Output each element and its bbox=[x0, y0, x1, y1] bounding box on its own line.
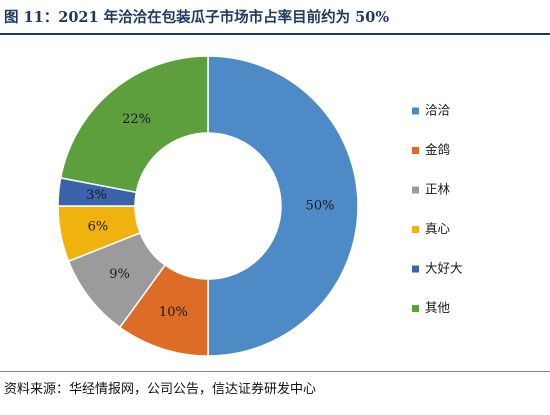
legend-label-0: 洽洽 bbox=[425, 103, 451, 118]
slice-labels: 50% 10% 9% 6% 3% 22% bbox=[86, 112, 334, 320]
legend-label-3: 真心 bbox=[425, 221, 451, 236]
source-note: 资料来源：华经情报网，公司公告，信达证券研发中心 bbox=[4, 382, 317, 397]
legend-swatch-4 bbox=[412, 265, 419, 273]
legend-swatch-5 bbox=[412, 305, 419, 312]
legend-swatch-3 bbox=[412, 226, 419, 233]
legend-swatch-0 bbox=[412, 107, 419, 115]
legend-label-5: 其他 bbox=[425, 300, 451, 315]
slice-5 bbox=[59, 55, 209, 194]
figure-title: 图 11：2021 年洽洽在包装瓜子市场市占率目前约为 50% bbox=[4, 9, 390, 26]
legend-label-1: 金鸽 bbox=[425, 142, 450, 157]
title-divider bbox=[0, 33, 550, 35]
source-divider bbox=[0, 371, 550, 372]
slice-label-2: 9% bbox=[109, 267, 130, 282]
legend-swatch-2 bbox=[412, 186, 419, 194]
slice-label-1: 10% bbox=[159, 305, 188, 320]
slice-label-0: 50% bbox=[306, 199, 335, 214]
slice-label-4: 3% bbox=[86, 188, 107, 203]
legend-label-2: 正林 bbox=[425, 182, 451, 197]
slice-label-5: 22% bbox=[122, 112, 151, 127]
legend-label-4: 大好大 bbox=[425, 261, 463, 276]
legend-swatch-1 bbox=[412, 147, 419, 154]
slice-label-3: 6% bbox=[88, 219, 109, 234]
slice-0 bbox=[207, 55, 359, 357]
donut-slices bbox=[57, 55, 359, 357]
